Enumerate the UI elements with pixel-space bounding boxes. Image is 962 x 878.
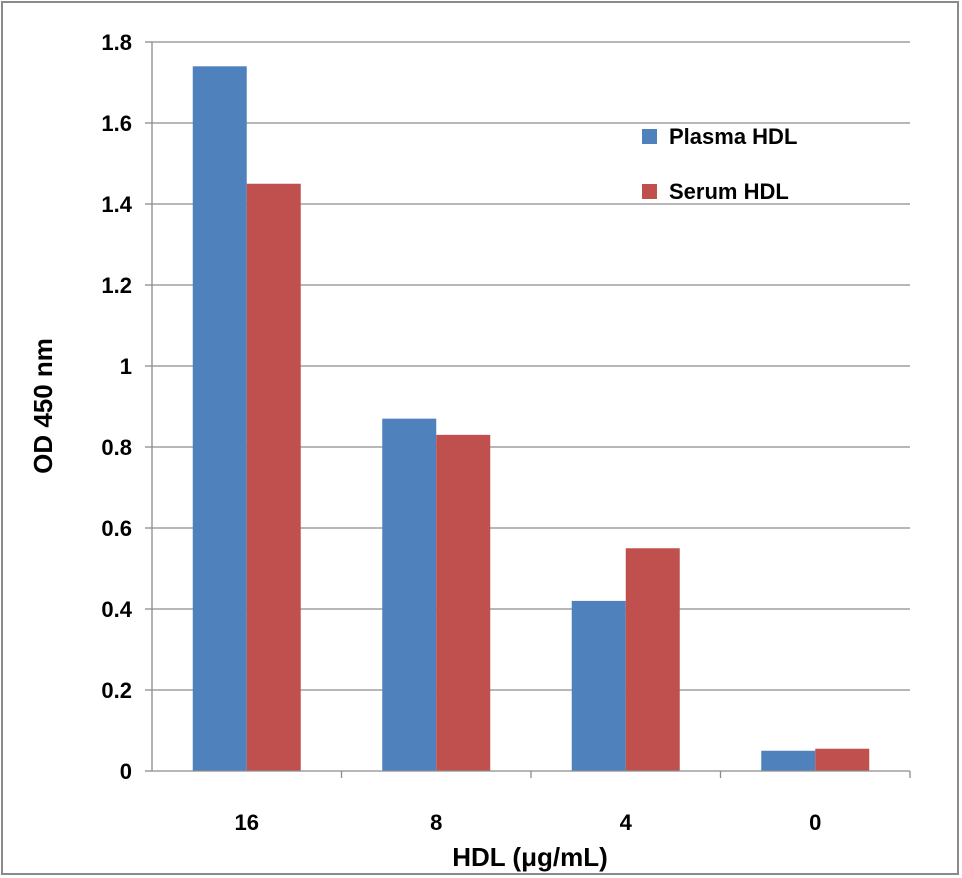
legend-label: Plasma HDL — [669, 124, 797, 149]
bar-serum-hdl-8 — [436, 434, 491, 771]
bar-plasma-hdl-0 — [761, 750, 816, 771]
x-tick-labels: 16 8 4 0 — [235, 810, 822, 835]
y-tick-label: 1.8 — [101, 30, 132, 55]
x-tick-label: 8 — [430, 810, 442, 835]
y-tick-label: 0.2 — [101, 678, 132, 703]
y-tick-label: 0.4 — [101, 597, 132, 622]
legend-swatch — [642, 129, 657, 144]
legend: Plasma HDL Serum HDL — [642, 124, 797, 204]
bar-plasma-hdl-8 — [382, 418, 437, 771]
x-tick-label: 4 — [620, 810, 633, 835]
x-axis-label: HDL (μg/mL) — [452, 842, 608, 872]
y-tick-labels: 0 0.2 0.4 0.6 0.8 1 1.2 1.4 1.6 1.8 — [101, 30, 132, 784]
x-tick-label: 16 — [235, 810, 259, 835]
bar-serum-hdl-0 — [815, 748, 870, 771]
y-axis-label: OD 450 nm — [28, 338, 58, 474]
y-tick-label: 0.6 — [101, 516, 132, 541]
bar-serum-hdl-16 — [246, 183, 301, 771]
bar-plasma-hdl-16 — [192, 66, 247, 772]
bar-serum-hdl-4 — [625, 548, 680, 771]
y-tick-label: 1.6 — [101, 111, 132, 136]
y-tick-label: 0 — [120, 759, 132, 784]
x-tick-label: 0 — [809, 810, 821, 835]
legend-label: Serum HDL — [669, 179, 789, 204]
legend-swatch — [642, 184, 657, 199]
y-tick-label: 1.2 — [101, 273, 132, 298]
axes — [145, 41, 911, 778]
bars — [192, 66, 870, 772]
y-tick-label: 1.4 — [101, 192, 132, 217]
y-tick-label: 1 — [120, 354, 132, 379]
bar-plasma-hdl-4 — [571, 600, 626, 771]
y-tick-label: 0.8 — [101, 435, 132, 460]
